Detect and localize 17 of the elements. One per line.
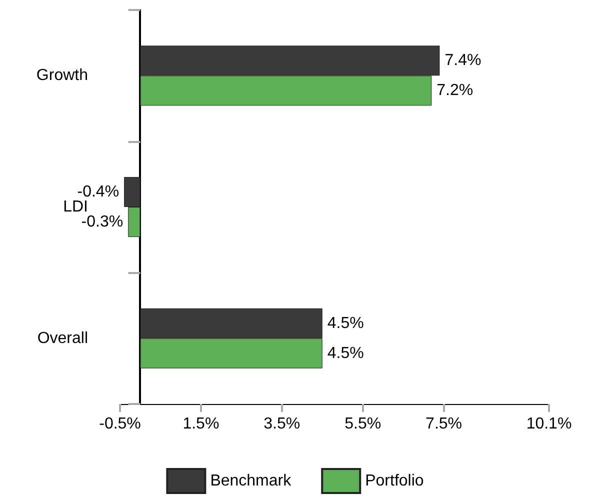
x-tick-label: 5.5% [344,416,382,432]
x-tick-label: -0.5% [99,416,141,432]
legend-label: Benchmark [210,472,292,490]
data-label: 7.2% [436,82,474,100]
data-label: -0.4% [77,184,120,200]
x-tick-label: 1.5% [182,416,220,432]
legend-label: Portfolio [365,472,424,490]
data-label: -0.3% [81,214,124,230]
data-label: 4.5% [327,344,364,362]
x-tick-label: 10.1% [526,416,572,432]
y-tick-label: LDI [63,198,88,216]
data-label: 4.5% [327,314,364,332]
data-label: 7.4% [444,52,482,70]
x-tick-label: 7.5% [426,416,462,432]
y-tick-label: Growth [36,67,88,84]
y-tick-label: Overall [37,330,88,347]
x-tick-label: 3.5% [264,416,300,432]
